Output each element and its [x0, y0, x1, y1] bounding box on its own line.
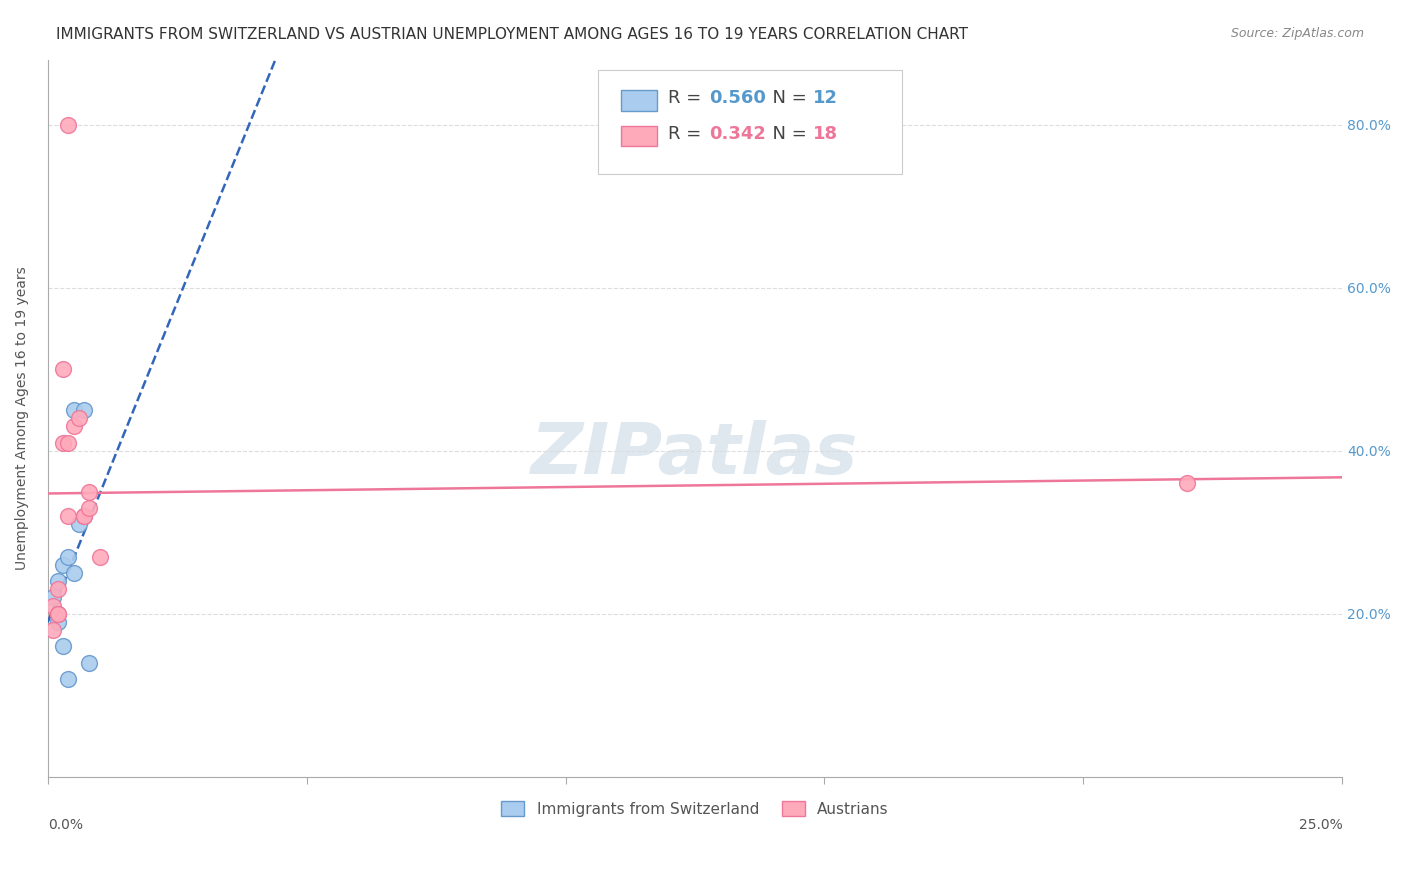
- Point: [58, 672, 80, 686]
- Text: 0.0%: 0.0%: [48, 818, 83, 832]
- Point: [73, 403, 96, 417]
- Point: [67, 411, 90, 425]
- Point: [62, 419, 84, 434]
- Point: [52, 640, 75, 654]
- Text: R =: R =: [668, 125, 707, 144]
- Legend: Immigrants from Switzerland, Austrians: Immigrants from Switzerland, Austrians: [495, 795, 894, 823]
- Point: [42, 623, 65, 637]
- Point: [58, 508, 80, 523]
- Point: [52, 558, 75, 572]
- Text: 25.0%: 25.0%: [1299, 818, 1343, 832]
- Point: [73, 508, 96, 523]
- Text: ZIPatlas: ZIPatlas: [531, 419, 859, 489]
- Point: [46, 574, 69, 589]
- Point: [42, 591, 65, 605]
- Point: [58, 118, 80, 132]
- Point: [89, 549, 111, 564]
- Point: [67, 517, 90, 532]
- Text: IMMIGRANTS FROM SWITZERLAND VS AUSTRIAN UNEMPLOYMENT AMONG AGES 16 TO 19 YEARS C: IMMIGRANTS FROM SWITZERLAND VS AUSTRIAN …: [56, 27, 969, 42]
- Point: [46, 582, 69, 597]
- Point: [77, 500, 100, 515]
- Point: [42, 599, 65, 613]
- FancyBboxPatch shape: [598, 70, 903, 174]
- Point: [52, 362, 75, 376]
- FancyBboxPatch shape: [621, 127, 658, 146]
- Text: N =: N =: [761, 125, 813, 144]
- FancyBboxPatch shape: [621, 90, 658, 111]
- Text: R =: R =: [668, 89, 707, 107]
- Text: N =: N =: [761, 89, 813, 107]
- Text: 12: 12: [813, 89, 838, 107]
- Text: Source: ZipAtlas.com: Source: ZipAtlas.com: [1230, 27, 1364, 40]
- Point: [62, 403, 84, 417]
- Point: [58, 549, 80, 564]
- Point: [77, 484, 100, 499]
- Point: [73, 508, 96, 523]
- Y-axis label: Unemployment Among Ages 16 to 19 years: Unemployment Among Ages 16 to 19 years: [15, 267, 30, 570]
- Point: [77, 656, 100, 670]
- Point: [62, 566, 84, 580]
- Point: [46, 615, 69, 629]
- Point: [52, 435, 75, 450]
- Text: 0.560: 0.560: [709, 89, 766, 107]
- Text: 0.342: 0.342: [709, 125, 766, 144]
- Point: [1175, 476, 1198, 491]
- Text: 18: 18: [813, 125, 838, 144]
- Point: [46, 607, 69, 621]
- Point: [46, 607, 69, 621]
- Point: [58, 435, 80, 450]
